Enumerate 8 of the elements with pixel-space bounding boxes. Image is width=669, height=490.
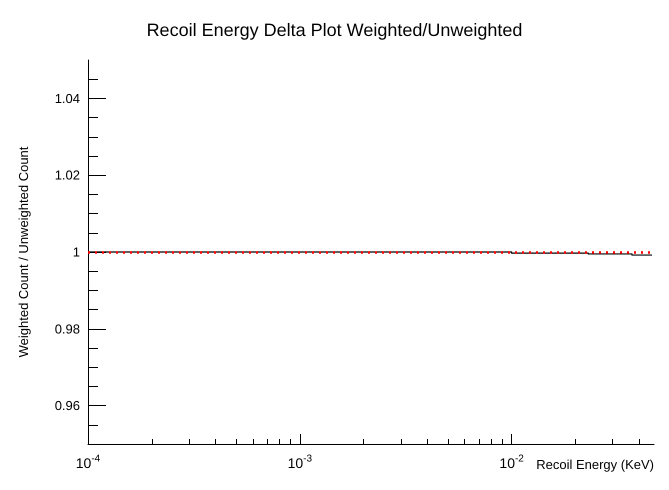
chart-title: Recoil Energy Delta Plot Weighted/Unweighted (146, 20, 522, 40)
y-tick-label: 1 (72, 244, 80, 260)
y-axis-title: Weighted Count / Unweighted Count (16, 146, 31, 358)
x-axis-title: Recoil Energy (KeV) (536, 457, 654, 472)
y-tick-label: 1.02 (54, 168, 80, 183)
y-tick-label: 1.04 (54, 90, 80, 106)
y-tick-label: 0.96 (54, 398, 80, 414)
y-tick-label: 0.98 (54, 321, 80, 336)
